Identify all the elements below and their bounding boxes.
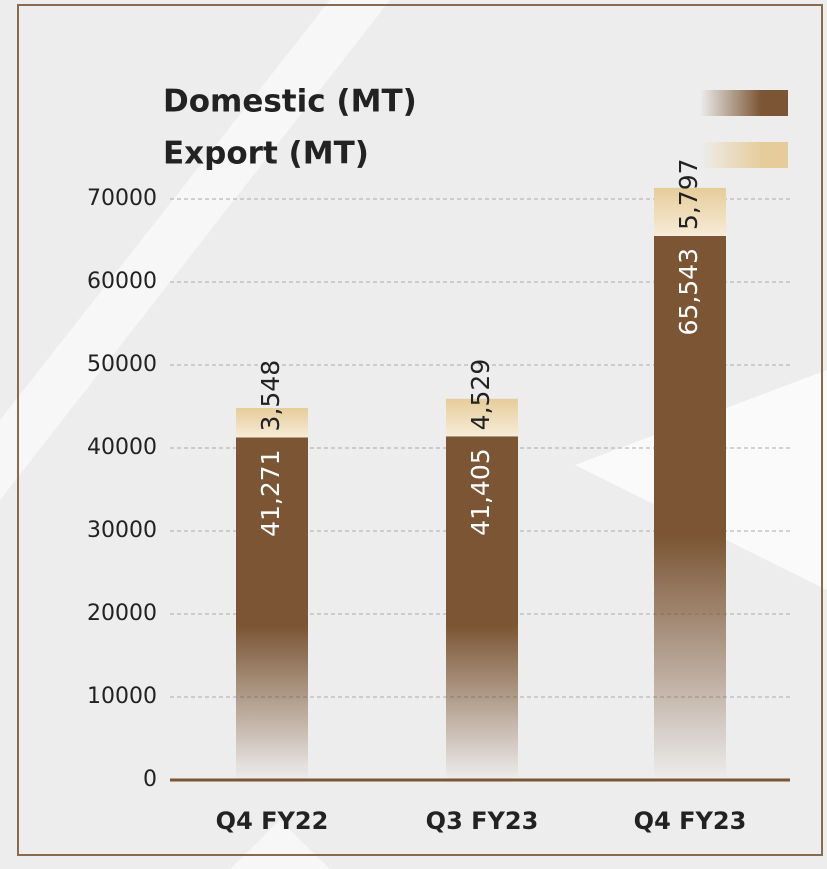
y-tick-label: 30000	[87, 518, 157, 543]
bar-segment	[654, 235, 726, 780]
y-tick-label: 60000	[87, 269, 157, 294]
y-tick-label: 10000	[87, 684, 157, 709]
bar-segment	[236, 437, 308, 780]
legend-swatch	[700, 90, 788, 116]
value-label: 4,529	[466, 359, 495, 431]
value-label: 41,271	[256, 449, 285, 536]
legend-label: Domestic (MT)	[163, 84, 417, 120]
decor-stripe	[230, 820, 330, 869]
legend-label: Export (MT)	[163, 136, 369, 172]
y-tick-label: 40000	[87, 435, 157, 460]
y-tick-label: 20000	[87, 601, 157, 626]
bar-segment	[654, 187, 726, 236]
value-label: 41,405	[466, 448, 495, 535]
x-tick-label: Q4 FY23	[634, 807, 747, 835]
frame	[17, 4, 823, 856]
decor-stripe	[0, 0, 390, 500]
value-label: 3,548	[256, 360, 285, 432]
x-tick-label: Q3 FY23	[426, 807, 539, 835]
y-tick-label: 70000	[87, 186, 157, 211]
legend-swatch	[700, 142, 788, 168]
bar-segment	[236, 408, 308, 438]
bar-segment	[446, 436, 518, 780]
y-tick-label: 50000	[87, 352, 157, 377]
y-tick-label: 0	[143, 767, 157, 792]
bar-segment	[446, 398, 518, 437]
value-label: 65,543	[674, 248, 703, 335]
x-tick-label: Q4 FY22	[216, 807, 329, 835]
value-label: 5,797	[674, 158, 703, 230]
